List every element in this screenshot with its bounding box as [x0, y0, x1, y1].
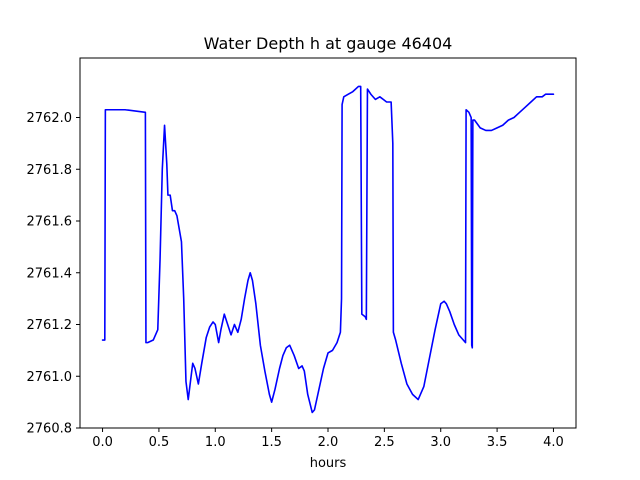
y-tick-label: 2762.0 [27, 111, 73, 126]
y-tick-label: 2761.8 [27, 163, 73, 178]
x-tick-label: 3.0 [430, 435, 451, 450]
x-axis-ticks: 0.0 0.5 1.0 1.5 2.0 2.5 3.0 3.5 4.0 [92, 428, 564, 450]
y-tick-label: 2761.6 [27, 215, 73, 230]
y-tick-label: 2761.4 [27, 266, 73, 281]
x-tick-label: 1.0 [205, 435, 226, 450]
chart-title: Water Depth h at gauge 46404 [204, 34, 453, 53]
y-axis-ticks: 2760.8 2761.0 2761.2 2761.4 2761.6 2761.8 2762… [27, 111, 80, 437]
x-tick-label: 3.5 [487, 435, 508, 450]
x-tick-label: 0.0 [92, 435, 113, 450]
y-tick-label: 2761.0 [27, 370, 73, 385]
series-line-0 [101, 85, 555, 414]
x-tick-label: 2.5 [374, 435, 395, 450]
x-tick-label: 1.5 [261, 435, 282, 450]
x-tick-label: 2.0 [318, 435, 339, 450]
x-axis-label: hours [310, 456, 347, 471]
x-tick-label: 4.0 [543, 435, 564, 450]
y-tick-label: 2761.2 [27, 318, 73, 333]
x-tick-label: 0.5 [149, 435, 170, 450]
y-tick-label: 2760.8 [27, 422, 73, 437]
series-layer [101, 85, 555, 414]
